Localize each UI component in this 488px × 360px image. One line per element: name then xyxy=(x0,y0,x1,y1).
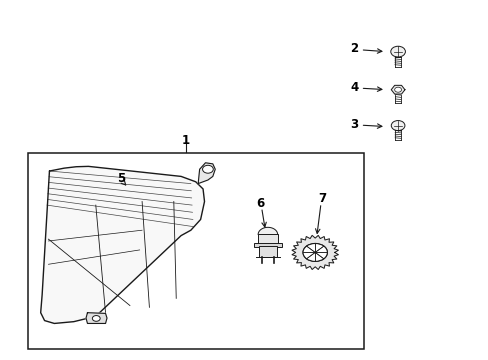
Text: 3: 3 xyxy=(349,118,358,131)
Circle shape xyxy=(202,165,213,173)
Bar xyxy=(259,246,276,257)
Polygon shape xyxy=(390,85,404,94)
Circle shape xyxy=(303,243,327,261)
Circle shape xyxy=(390,121,404,131)
Text: 7: 7 xyxy=(318,192,326,205)
Text: 1: 1 xyxy=(182,134,190,147)
Polygon shape xyxy=(198,163,215,184)
Bar xyxy=(27,153,363,348)
Circle shape xyxy=(390,46,405,57)
Text: 5: 5 xyxy=(117,172,125,185)
Bar xyxy=(258,234,277,244)
Polygon shape xyxy=(41,166,204,323)
Circle shape xyxy=(92,316,100,321)
Polygon shape xyxy=(291,235,338,270)
Text: 4: 4 xyxy=(349,81,358,94)
Circle shape xyxy=(394,87,401,92)
Circle shape xyxy=(295,238,334,267)
Text: 6: 6 xyxy=(256,197,264,210)
Polygon shape xyxy=(86,313,107,323)
Bar xyxy=(254,243,281,247)
Text: 2: 2 xyxy=(349,42,358,55)
Polygon shape xyxy=(258,228,277,234)
Circle shape xyxy=(303,243,327,261)
